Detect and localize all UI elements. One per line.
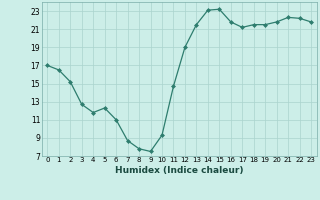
X-axis label: Humidex (Indice chaleur): Humidex (Indice chaleur) [115, 166, 244, 175]
